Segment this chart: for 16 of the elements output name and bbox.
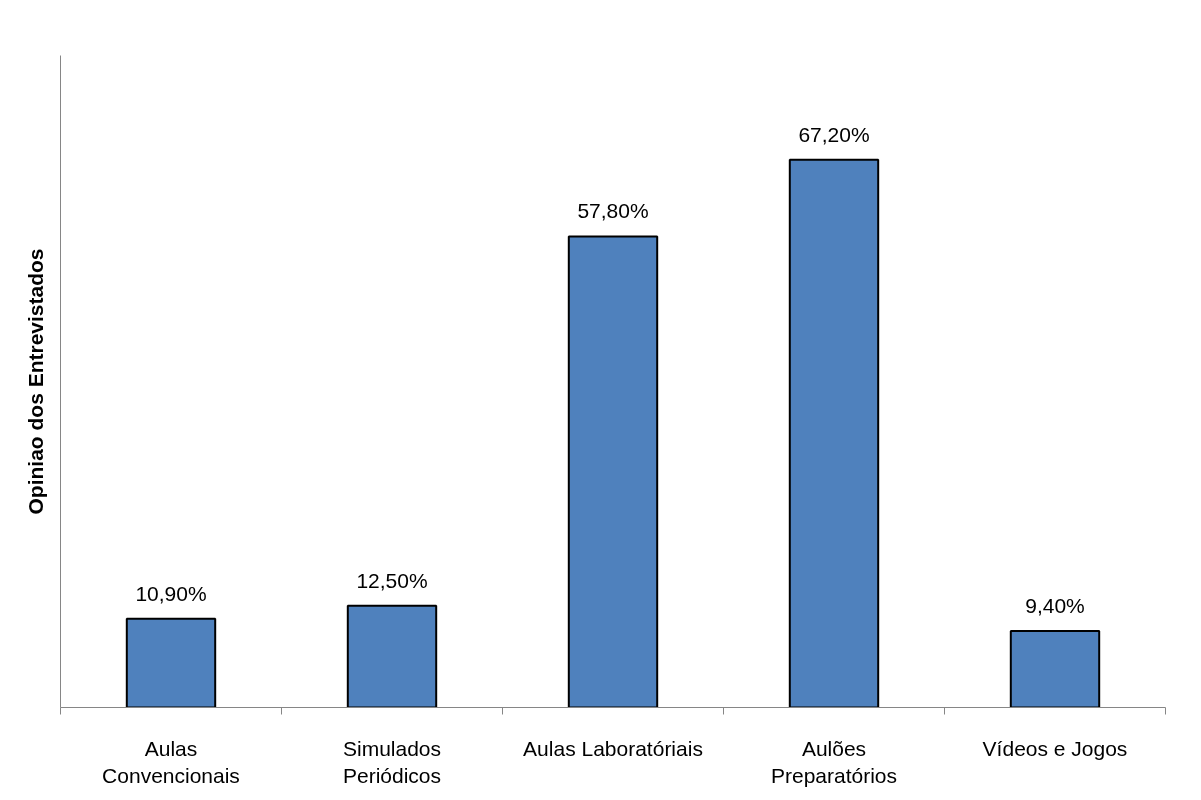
x-tick-label: Aulões Preparatórios: [770, 736, 898, 788]
bar: [1009, 629, 1101, 708]
bar: [788, 158, 880, 708]
y-axis-title: Opiniao dos Entrevistados: [23, 248, 47, 515]
x-tick-label: Aulas Laboratóriais: [523, 736, 703, 760]
bar: [567, 235, 659, 708]
data-label: 9,40%: [1025, 593, 1085, 617]
data-label: 10,90%: [135, 581, 207, 605]
x-tick-label: Aulas Convencionais: [102, 736, 240, 788]
bar: [346, 604, 438, 708]
bar: [125, 617, 217, 708]
data-label: 57,80%: [577, 199, 649, 223]
data-label: 12,50%: [356, 568, 428, 592]
data-label: 67,20%: [798, 122, 870, 146]
x-tick-label: Vídeos e Jogos: [982, 736, 1128, 760]
x-tick-label: Simulados Periódicos: [342, 736, 442, 788]
